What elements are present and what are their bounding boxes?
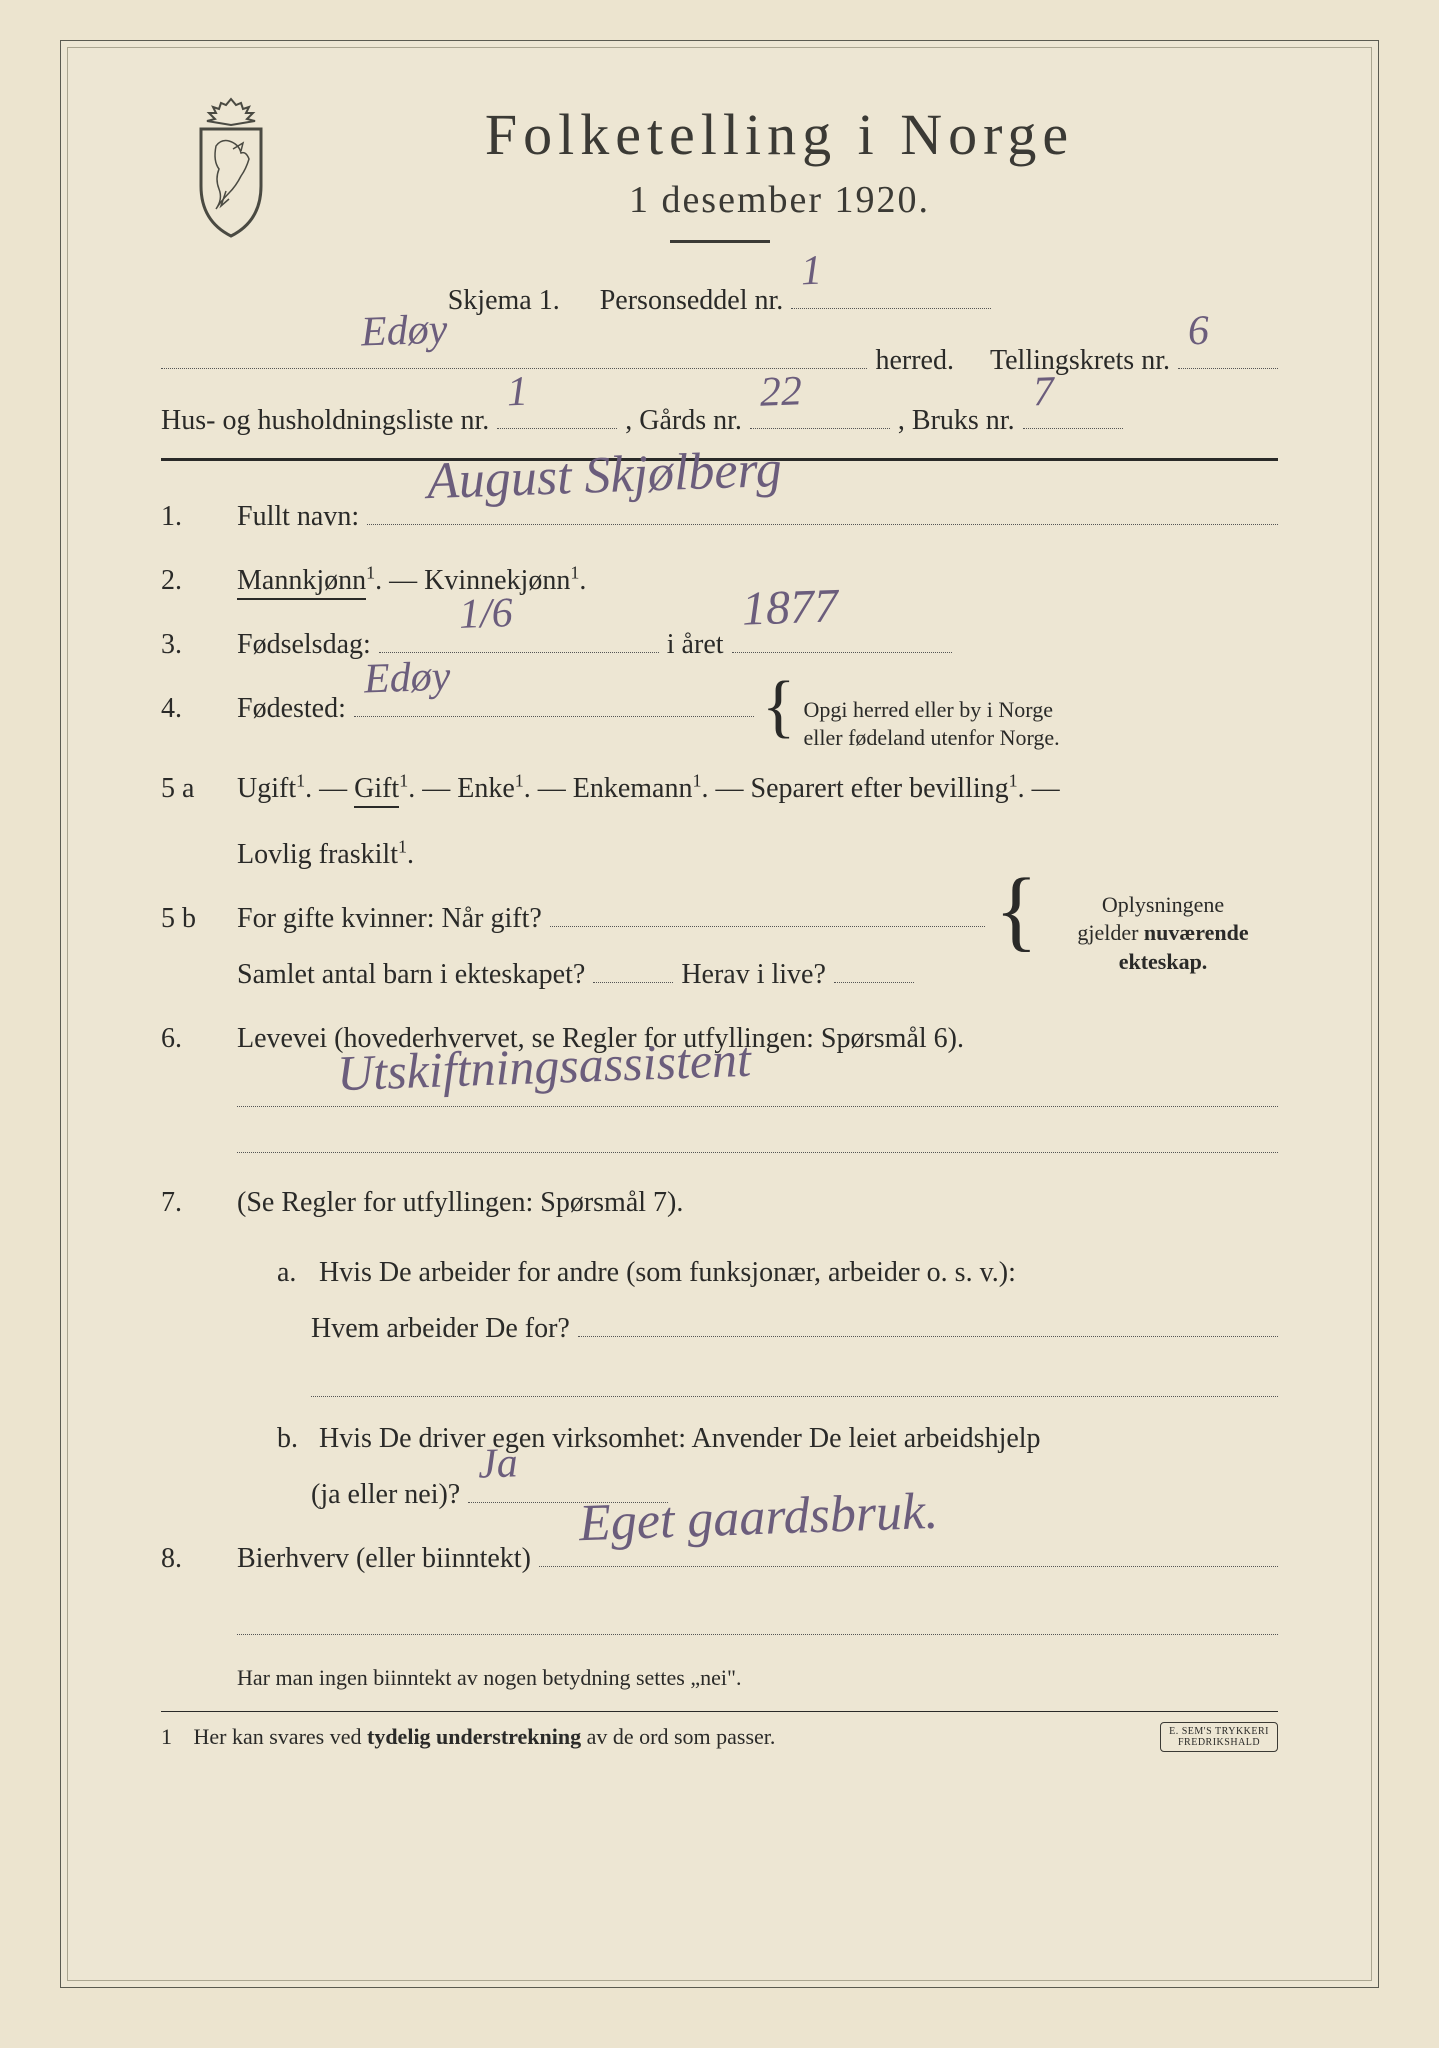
q6-field-1: Utskiftningsassistent	[237, 1067, 1278, 1107]
q6-value: Utskiftningsassistent	[335, 1009, 752, 1123]
q5b-note: Oplysningene gjelder nuværende ekteskap.	[1048, 891, 1278, 1003]
q7-label: (Se Regler for utfyllingen: Spørsmål 7).	[237, 1187, 683, 1218]
tellingskrets-field: 6	[1178, 333, 1278, 369]
q5b-herav-label: Herav i live?	[681, 947, 826, 1003]
hushold-value: 1	[506, 352, 530, 432]
q7a-num: a.	[277, 1245, 311, 1301]
q4-label: Fødested:	[237, 681, 346, 737]
q7b-line2: (ja eller nei)?	[311, 1467, 460, 1523]
footer-note: Har man ingen biinntekt av nogen betydni…	[237, 1665, 1278, 1691]
question-6: 6. Levevei (hovederhvervet, se Regler fo…	[161, 1011, 1278, 1159]
q1-label: Fullt navn:	[237, 489, 359, 545]
question-2: 2. Mannkjønn1. — Kvinnekjønn1.	[161, 553, 1278, 609]
question-1: 1. Fullt navn: August Skjølberg	[161, 489, 1278, 545]
form-title: Folketelling i Norge	[281, 101, 1278, 168]
q5b-barn-label: Samlet antal barn i ekteskapet?	[237, 947, 585, 1003]
q4-note: Opgi herred eller by i Norge eller fødel…	[804, 696, 1134, 753]
q8-label: Bierhverv (eller biinntekt)	[237, 1531, 531, 1587]
q8-field: Eget gaardsbruk.	[539, 1531, 1278, 1567]
form-header: Folketelling i Norge 1 desember 1920.	[161, 101, 1278, 243]
q5a-separert: Separert efter bevilling	[751, 773, 1009, 804]
bruks-label: , Bruks nr.	[898, 394, 1015, 447]
q5a-gift: Gift	[354, 773, 399, 808]
q5b-herav-field	[834, 947, 914, 983]
q2-num: 2.	[161, 553, 217, 609]
bruks-field: 7	[1023, 393, 1123, 429]
q1-num: 1.	[161, 489, 217, 545]
coat-of-arms-icon	[171, 91, 291, 241]
q5b-num: 5 b	[161, 891, 217, 947]
q5a-num: 5 a	[161, 761, 217, 817]
q7a-line1: Hvis De arbeider for andre (som funksjon…	[319, 1245, 1016, 1301]
q7a-line2: Hvem arbeider De for?	[311, 1301, 570, 1357]
q5b-barn-field	[593, 947, 673, 983]
footnote-num: 1	[161, 1724, 172, 1749]
q3-year-label: i året	[667, 617, 724, 673]
q3-num: 3.	[161, 617, 217, 673]
q5b-label: For gifte kvinner: Når gift?	[237, 891, 542, 947]
q6-num: 6.	[161, 1011, 217, 1067]
question-8: 8. Bierhverv (eller biinntekt) Eget gaar…	[161, 1531, 1278, 1587]
herred-label: herred.	[875, 334, 954, 387]
q3-year-field: 1877	[732, 617, 952, 653]
footnote-row: 1 Her kan svares ved tydelig understrekn…	[161, 1711, 1278, 1752]
q3-label: Fødselsdag:	[237, 617, 371, 673]
bruks-value: 7	[1031, 352, 1055, 432]
q5a-fraskilt: Lovlig fraskilt	[237, 839, 398, 870]
q1-value: August Skjølberg	[425, 417, 783, 533]
q7-num: 7.	[161, 1175, 217, 1231]
q7b-line1: Hvis De driver egen virksomhet: Anvender…	[319, 1411, 1041, 1467]
personseddel-field: 1	[791, 273, 991, 309]
q7a-field	[578, 1301, 1278, 1337]
printer-stamp: E. SEM'S TRYKKERI FREDRIKSHALD	[1160, 1722, 1278, 1752]
q8-num: 8.	[161, 1531, 217, 1587]
q5a-enke: Enke	[457, 773, 515, 804]
q5a-ugift: Ugift	[237, 773, 296, 804]
q4-value: Edøy	[362, 634, 451, 721]
title-rule	[670, 240, 770, 243]
q5b-gift-field	[550, 891, 985, 927]
q5a-enkemann: Enkemann	[573, 773, 693, 804]
q4-field: Edøy	[354, 681, 754, 717]
personseddel-value: 1	[800, 232, 824, 312]
q4-num: 4.	[161, 681, 217, 737]
q8-value: Eget gaardsbruk.	[577, 1460, 940, 1576]
question-5a: 5 a Ugift1. — Gift1. — Enke1. — Enkemann…	[161, 761, 1278, 883]
q3-year-value: 1877	[740, 558, 839, 657]
question-3: 3. Fødselsdag: 1/6 i året 1877	[161, 617, 1278, 673]
brace-icon: {	[995, 911, 1038, 1023]
tellingskrets-value: 6	[1187, 292, 1211, 372]
personseddel-label: Personseddel nr.	[600, 274, 784, 327]
q8-field-2	[237, 1595, 1278, 1635]
q3-day-value: 1/6	[457, 571, 514, 657]
meta-row-2: Edøy herred. Tellingskrets nr. 6	[161, 333, 1278, 387]
census-form-page: Folketelling i Norge 1 desember 1920. Sk…	[60, 40, 1379, 1988]
skjema-label: Skjema 1.	[448, 274, 560, 327]
q6-field-2	[237, 1113, 1278, 1153]
q2-mann: Mannkjønn	[237, 565, 366, 600]
q7b-value: Ja	[477, 1421, 520, 1506]
q1-field: August Skjølberg	[367, 489, 1278, 525]
q7a-field-2	[311, 1357, 1278, 1397]
question-4: 4. Fødested: Edøy { Opgi herred eller by…	[161, 681, 1278, 753]
tellingskrets-label: Tellingskrets nr.	[990, 334, 1170, 387]
meta-row-1: Skjema 1. Personseddel nr. 1	[161, 273, 1278, 327]
herred-value: Edøy	[360, 291, 449, 374]
question-5b: 5 b For gifte kvinner: Når gift? Samlet …	[161, 891, 1278, 1003]
q7b-num: b.	[277, 1411, 311, 1467]
form-subtitle: 1 desember 1920.	[281, 178, 1278, 222]
